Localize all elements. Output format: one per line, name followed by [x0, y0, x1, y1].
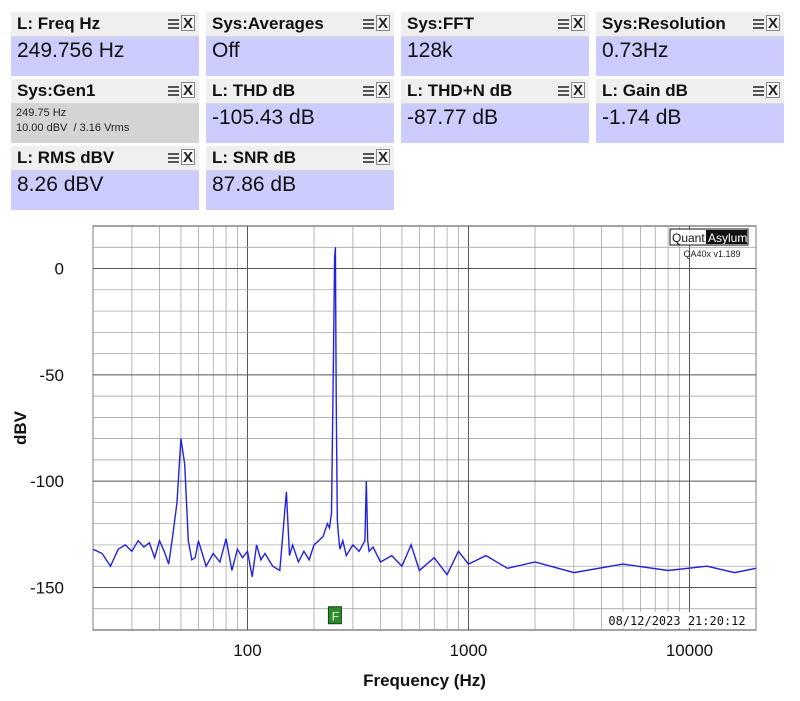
- tile-title: L: Freq Hz: [17, 14, 101, 33]
- tile-value: -87.77 dB: [407, 106, 499, 129]
- tile-value: -1.74 dB: [602, 106, 682, 129]
- tile-snr[interactable]: L: SNR dB X 87.86 dB: [206, 146, 394, 210]
- brand-logo-dark: [706, 230, 747, 244]
- tile-header: L: Freq Hz X: [11, 12, 199, 37]
- spectrum-series-line: [92, 247, 757, 577]
- hamburger-icon[interactable]: [558, 86, 569, 96]
- tile-thdn[interactable]: L: THD+N dB X -87.77 dB: [401, 79, 589, 143]
- hamburger-icon[interactable]: [168, 86, 179, 96]
- close-icon[interactable]: X: [766, 15, 780, 32]
- tile-value: 0.73Hz: [602, 39, 669, 62]
- tile-value-area: 128k: [401, 37, 589, 76]
- tile-header: Sys:Resolution X: [596, 12, 784, 37]
- hamburger-icon[interactable]: [558, 19, 569, 29]
- tile-title: Sys:Averages: [212, 14, 324, 33]
- tile-value: 87.86 dB: [212, 173, 297, 196]
- y-tick-label: 0: [55, 260, 64, 279]
- y-axis-label: dBV: [11, 410, 30, 445]
- tile-value-area: -105.43 dB: [206, 104, 394, 143]
- y-tick-label: -100: [30, 472, 64, 491]
- tile-title: L: THD dB: [212, 81, 296, 100]
- fundamental-marker-label: F: [332, 610, 339, 624]
- close-icon[interactable]: X: [376, 82, 390, 99]
- tile-value-area: 249.756 Hz: [11, 37, 199, 76]
- tile-title: Sys:Gen1: [17, 81, 96, 100]
- tile-value-area: 87.86 dB: [206, 171, 394, 210]
- tile-header: Sys:Averages X: [206, 12, 394, 37]
- brand-logo-part1: Quant: [672, 231, 705, 245]
- close-icon[interactable]: X: [181, 15, 195, 32]
- tile-value-area: 249.75 Hz 10.00 dBV / 3.16 Vrms: [11, 104, 199, 143]
- close-icon[interactable]: X: [181, 82, 195, 99]
- tile-header: L: RMS dBV X: [11, 146, 199, 171]
- x-axis-label: Frequency (Hz): [363, 671, 486, 690]
- hamburger-icon[interactable]: [363, 153, 374, 163]
- tile-value: 249.756 Hz: [17, 39, 125, 62]
- close-icon[interactable]: X: [181, 149, 195, 166]
- gen-frequency: 249.75 Hz: [16, 107, 67, 119]
- tile-value: 8.26 dBV: [17, 173, 104, 196]
- tile-thd[interactable]: L: THD dB X -105.43 dB: [206, 79, 394, 143]
- y-tick-label: -50: [39, 366, 64, 385]
- tile-header: Sys:Gen1 X: [11, 79, 199, 104]
- close-icon[interactable]: X: [376, 149, 390, 166]
- hamburger-icon[interactable]: [363, 19, 374, 29]
- close-icon[interactable]: X: [766, 82, 780, 99]
- timestamp-backdrop: [604, 612, 750, 628]
- hamburger-icon[interactable]: [168, 19, 179, 29]
- brand-logo-part2: Asylum: [708, 231, 747, 245]
- timestamp: 08/12/2023 21:20:12: [608, 614, 745, 628]
- tile-value: Off: [212, 39, 240, 62]
- tile-header: L: THD dB X: [206, 79, 394, 104]
- tile-fft[interactable]: Sys:FFT X 128k: [401, 12, 589, 76]
- tile-value-area: 8.26 dBV: [11, 171, 199, 210]
- hamburger-icon[interactable]: [363, 86, 374, 96]
- tile-title: L: RMS dBV: [17, 148, 115, 167]
- tile-value-area: -87.77 dB: [401, 104, 589, 143]
- tile-rms[interactable]: L: RMS dBV X 8.26 dBV: [11, 146, 199, 210]
- hamburger-icon[interactable]: [168, 153, 179, 163]
- tile-header: L: THD+N dB X: [401, 79, 589, 104]
- tile-value: 128k: [407, 39, 453, 62]
- tile-res[interactable]: Sys:Resolution X 0.73Hz: [596, 12, 784, 76]
- tile-title: L: Gain dB: [602, 81, 688, 100]
- tile-header: Sys:FFT X: [401, 12, 589, 37]
- gen-level: 10.00 dBV / 3.16 Vrms: [16, 122, 130, 134]
- tile-avg[interactable]: Sys:Averages X Off: [206, 12, 394, 76]
- tile-value-area: -1.74 dB: [596, 104, 784, 143]
- tile-title: L: SNR dB: [212, 148, 297, 167]
- x-tick-label: 100: [233, 641, 261, 660]
- close-icon[interactable]: X: [571, 15, 585, 32]
- tile-header: L: Gain dB X: [596, 79, 784, 104]
- fft-spectrum-chart: 100 1000 10000 0 -50 -100 -150 Frequency (Hz) dB…: [11, 225, 757, 690]
- tile-title: Sys:Resolution: [602, 14, 726, 33]
- tile-title: L: THD+N dB: [407, 81, 513, 100]
- hamburger-icon[interactable]: [753, 86, 764, 96]
- tile-value-area: 0.73Hz: [596, 37, 784, 76]
- fundamental-marker: [327, 606, 342, 625]
- tile-gain[interactable]: L: Gain dB X -1.74 dB: [596, 79, 784, 143]
- tile-gen[interactable]: Sys:Gen1 X 249.75 Hz 10.00 dBV / 3.16 Vrm…: [11, 79, 199, 143]
- y-tick-label: -150: [30, 578, 64, 597]
- brand-version: QA40x v1.189: [683, 249, 740, 259]
- close-icon[interactable]: X: [571, 82, 585, 99]
- tile-title: Sys:FFT: [407, 14, 475, 33]
- x-tick-label: 1000: [450, 641, 488, 660]
- x-tick-label: 10000: [666, 641, 713, 660]
- tile-freq[interactable]: L: Freq Hz X 249.756 Hz: [11, 12, 199, 76]
- tile-header: L: SNR dB X: [206, 146, 394, 171]
- tile-value: -105.43 dB: [212, 106, 315, 129]
- tile-value-area: Off: [206, 37, 394, 76]
- close-icon[interactable]: X: [376, 15, 390, 32]
- plot-area: [92, 225, 757, 631]
- hamburger-icon[interactable]: [753, 19, 764, 29]
